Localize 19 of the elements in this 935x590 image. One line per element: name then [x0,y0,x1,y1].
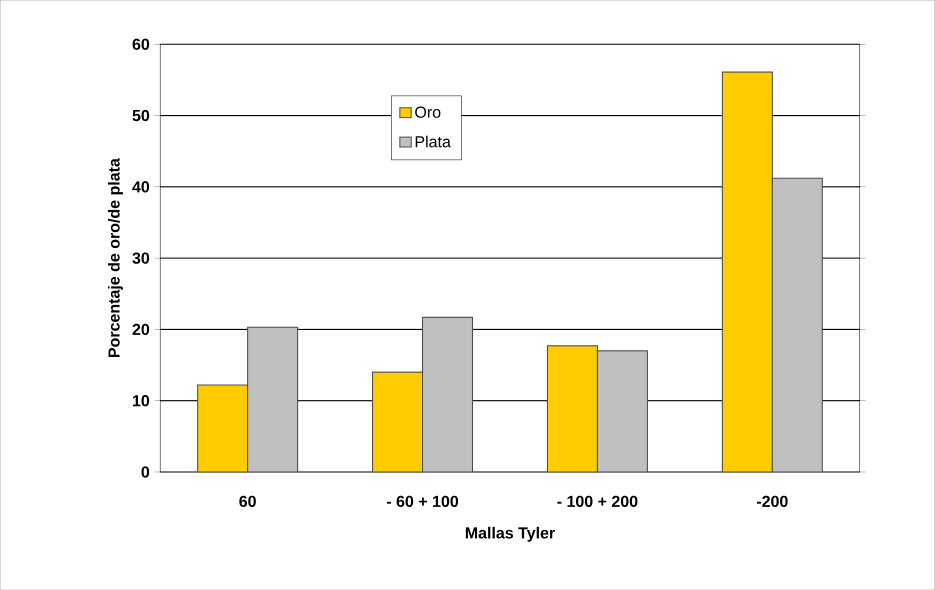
y-tick-label: 60 [132,38,150,50]
y-tick-label: 30 [132,252,150,264]
bar [247,326,298,472]
x-axis-title: Mallas Tyler [466,526,555,542]
x-tick-label: - 60 + 100 [386,496,458,507]
legend-label: Oro [415,106,440,118]
y-axis-title: Porcentaje de oro/de plata [108,158,123,357]
x-tick-label: -200 [756,496,788,507]
bar [422,316,474,472]
y-tick-label: 50 [132,110,150,122]
legend-label: Plata [416,136,451,148]
bar [596,350,648,472]
y-tick-label: 20 [132,324,150,335]
y-tick-label: 0 [142,466,150,478]
x-tick-label: - 100 + 200 [557,496,638,507]
x-tick-label: 60 [239,496,256,507]
bar [772,178,823,472]
y-tick-label: 40 [132,181,150,192]
y-tick-label: 10 [133,394,150,406]
